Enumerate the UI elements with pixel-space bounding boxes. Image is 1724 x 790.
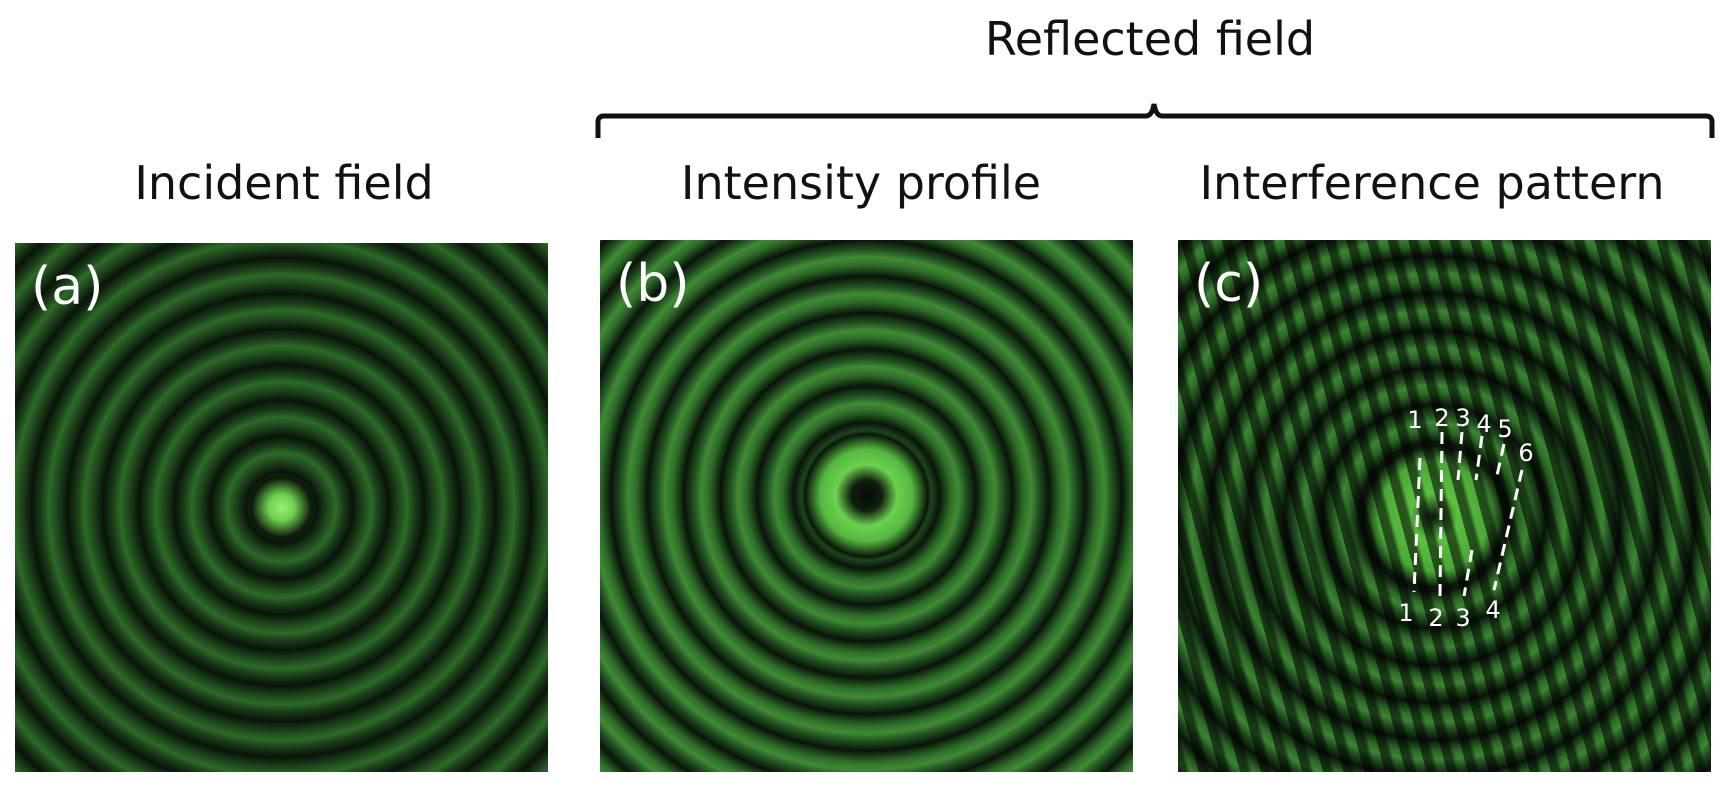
brace-path [595,103,1715,138]
guide-line [1494,443,1506,481]
panel-label: (c) [1194,254,1264,314]
intensity-image: (b) [600,240,1133,772]
fringe-number: 4 [1485,596,1501,624]
incident-image: (a) [15,243,548,772]
fringe-number: 3 [1455,404,1471,432]
guide-line [1462,549,1474,597]
fringe-guides [1412,431,1524,597]
fringe-number: 4 [1476,410,1492,438]
fringe-number: 3 [1455,604,1471,632]
fringe-number: 1 [1398,599,1414,627]
fringe-number: 2 [1434,404,1450,432]
fringe-number: 6 [1518,439,1534,467]
panel-heading: Interference pattern [1199,156,1665,210]
fringe-number: 5 [1497,415,1513,443]
guide-line [1456,431,1464,481]
panel-label: (b) [616,254,690,314]
guide-line [1438,431,1444,597]
panel-label: (a) [31,257,104,317]
panel-heading: Intensity profile [680,156,1042,210]
guide-line [1474,435,1484,481]
group-title: Reflected field [984,12,1316,66]
interference-image: (c) 1 2 3 4 5 6 1 2 3 4 [1178,240,1711,772]
guide-line [1492,469,1524,591]
brace [595,103,1715,138]
guide-line [1412,457,1422,593]
fringe-number: 2 [1428,604,1444,632]
panel-heading: Incident field [134,156,434,210]
fringe-number: 1 [1407,406,1423,434]
